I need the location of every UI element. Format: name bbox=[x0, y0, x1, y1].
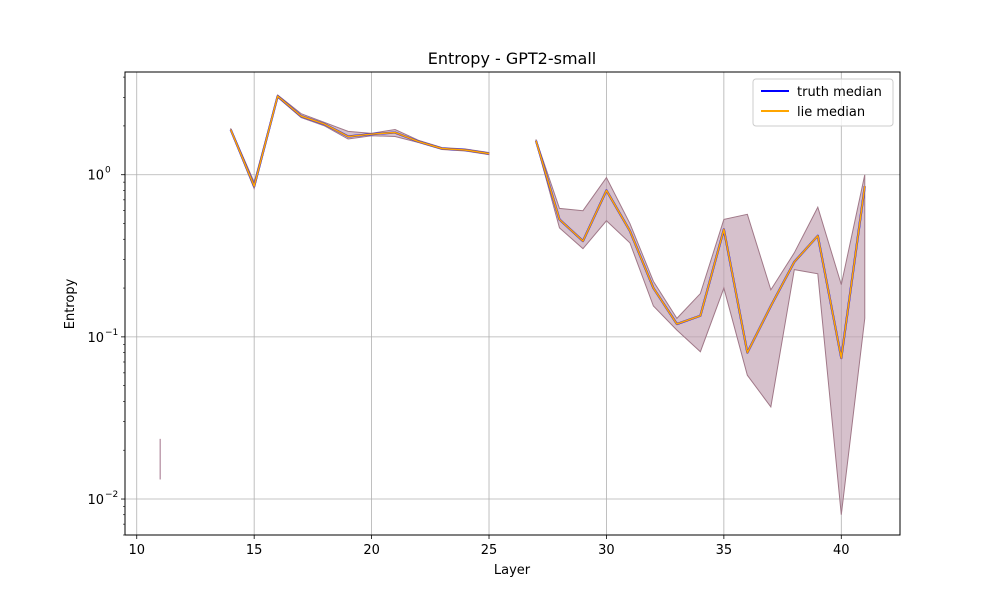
x-tick-label: 15 bbox=[246, 543, 263, 558]
chart-title: Entropy - GPT2-small bbox=[428, 49, 597, 68]
y-axis-label: Entropy bbox=[63, 278, 78, 329]
y-tick-exponent: −1 bbox=[105, 328, 118, 338]
legend-truth-label: truth median bbox=[797, 85, 882, 100]
x-axis-label: Layer bbox=[494, 563, 531, 578]
series-line-lie bbox=[229, 95, 490, 187]
y-tick-label: 10 bbox=[87, 331, 104, 346]
x-tick-label: 35 bbox=[716, 543, 733, 558]
x-tick-label: 30 bbox=[598, 543, 615, 558]
x-axis-ticks: 10 15 20 25 30 35 40 bbox=[128, 535, 850, 558]
y-tick-label: 10 bbox=[87, 169, 104, 184]
x-tick-label: 10 bbox=[128, 543, 145, 558]
x-tick-label: 25 bbox=[481, 543, 498, 558]
y-tick-exponent: 0 bbox=[105, 166, 111, 176]
y-tick-label: 10 bbox=[87, 493, 104, 508]
y-tick-exponent: −2 bbox=[105, 490, 118, 500]
legend: truth median lie median bbox=[752, 78, 894, 127]
series-line-lie bbox=[535, 140, 866, 359]
band-segment bbox=[535, 139, 866, 515]
series-lines bbox=[229, 95, 866, 360]
x-tick-label: 40 bbox=[833, 543, 850, 558]
legend-lie-label: lie median bbox=[797, 105, 865, 120]
x-tick-label: 20 bbox=[363, 543, 380, 558]
plot-frame bbox=[124, 71, 901, 536]
